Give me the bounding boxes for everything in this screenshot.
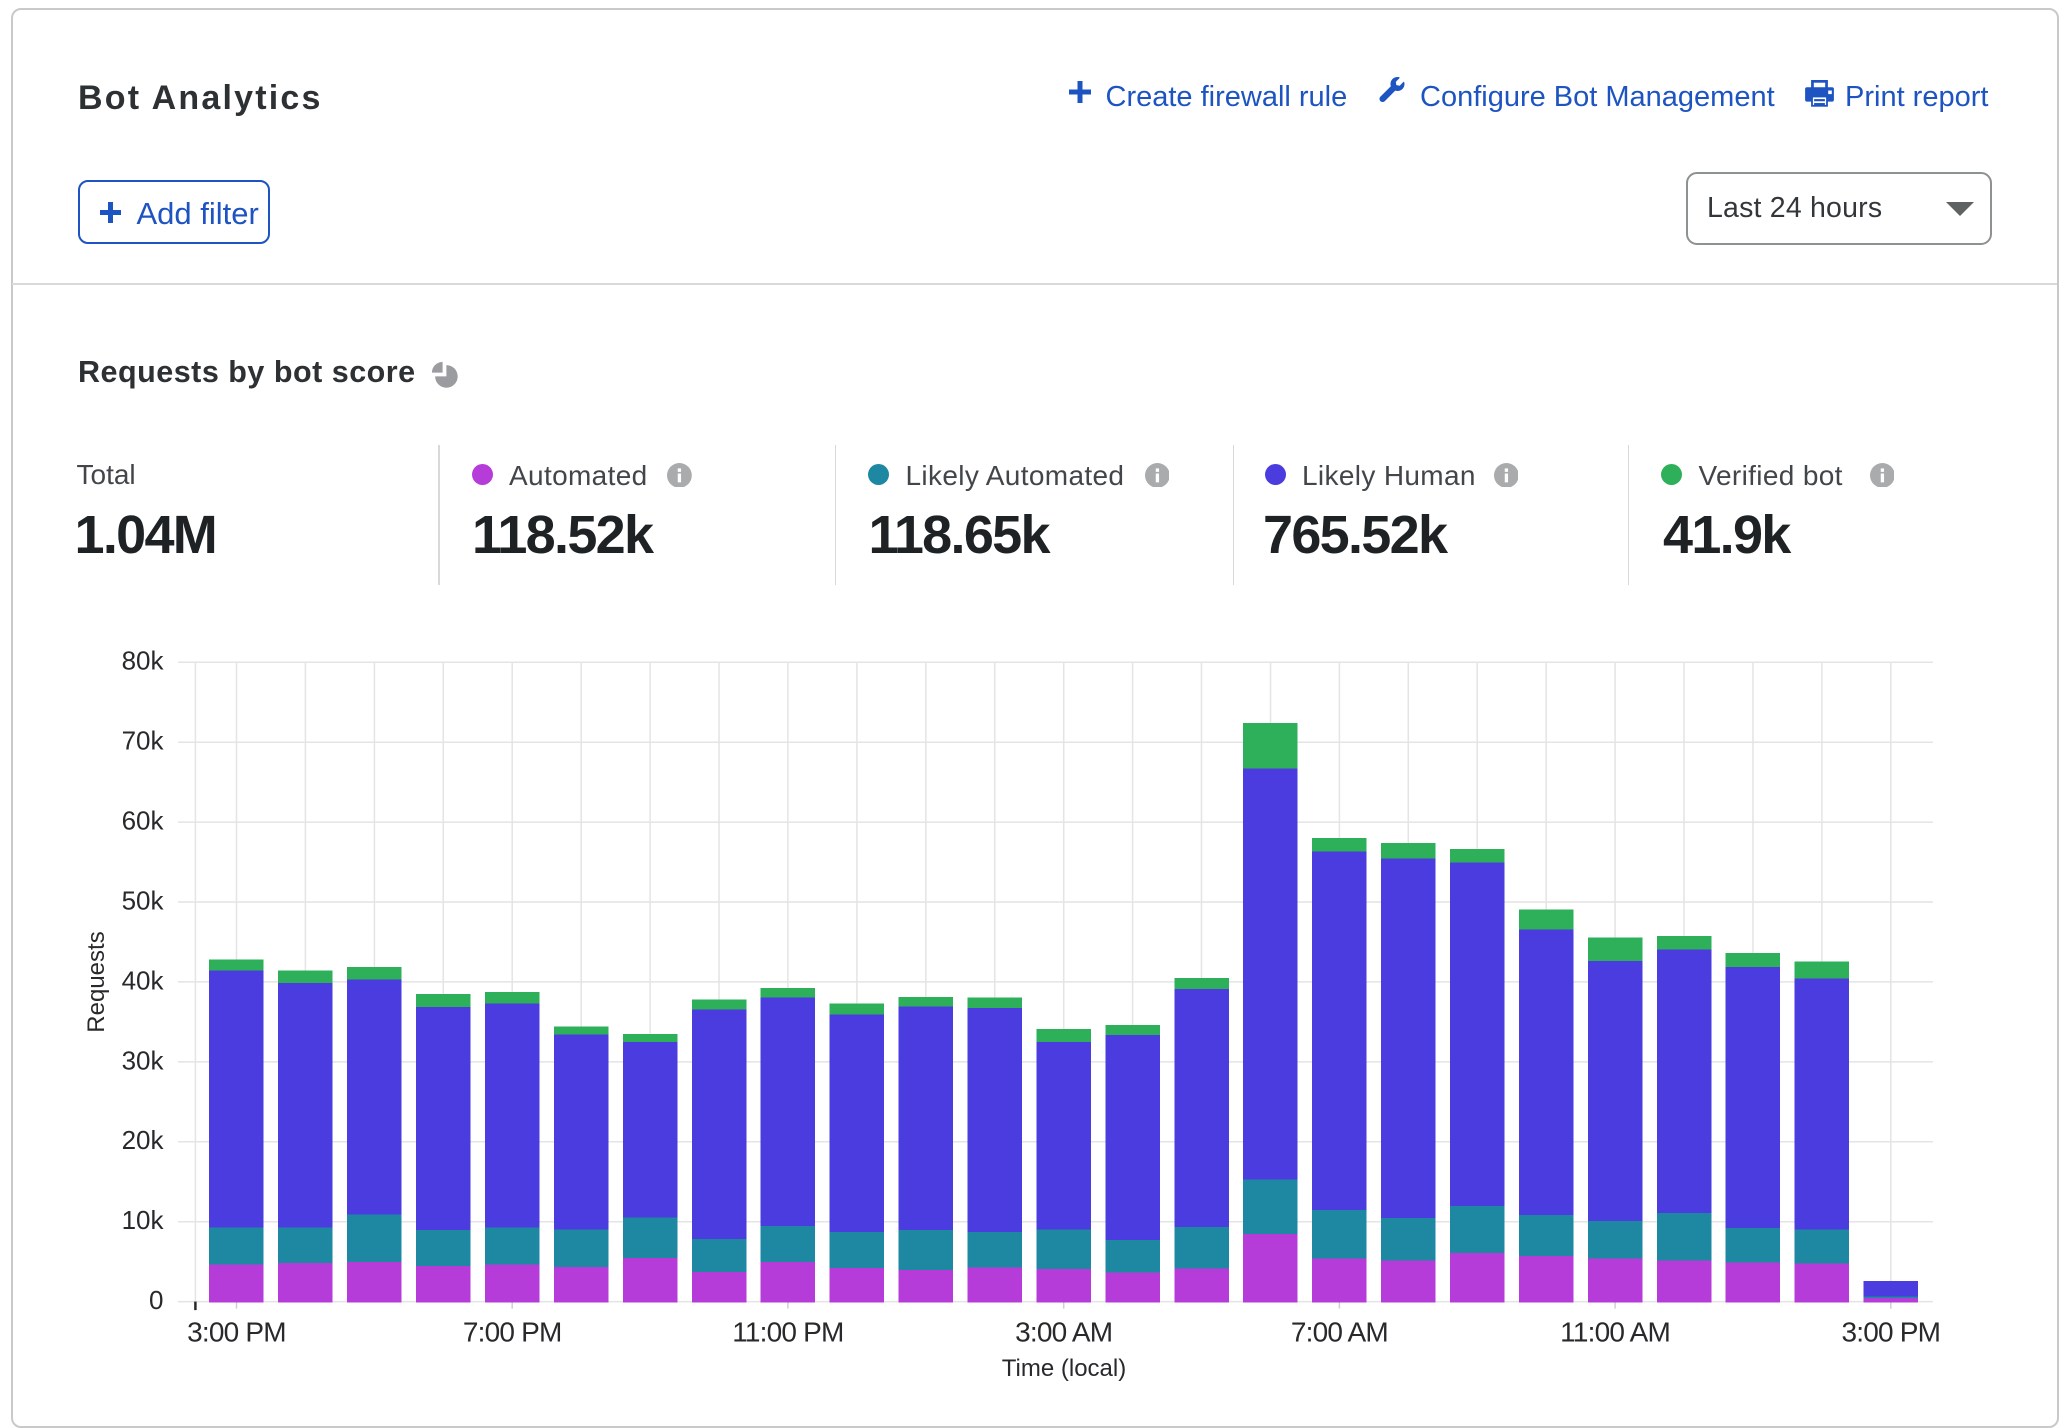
svg-text:7:00 PM: 7:00 PM xyxy=(463,1317,562,1348)
svg-text:11:00 PM: 11:00 PM xyxy=(732,1317,843,1348)
svg-text:7:00 AM: 7:00 AM xyxy=(1291,1317,1388,1348)
svg-text:40k: 40k xyxy=(122,965,165,995)
svg-text:0: 0 xyxy=(149,1285,163,1315)
svg-text:Requests: Requests xyxy=(83,931,110,1032)
svg-text:3:00 PM: 3:00 PM xyxy=(1841,1317,1940,1348)
svg-text:30k: 30k xyxy=(122,1045,165,1075)
svg-text:50k: 50k xyxy=(122,885,165,915)
svg-text:Time (local): Time (local) xyxy=(1002,1355,1126,1382)
svg-text:11:00 AM: 11:00 AM xyxy=(1560,1317,1670,1348)
svg-text:70k: 70k xyxy=(122,726,165,756)
svg-text:80k: 80k xyxy=(122,646,165,676)
svg-text:60k: 60k xyxy=(122,806,165,836)
svg-text:3:00 AM: 3:00 AM xyxy=(1015,1317,1112,1348)
svg-text:10k: 10k xyxy=(122,1205,165,1235)
svg-text:20k: 20k xyxy=(122,1125,165,1155)
svg-text:3:00 PM: 3:00 PM xyxy=(187,1317,286,1348)
